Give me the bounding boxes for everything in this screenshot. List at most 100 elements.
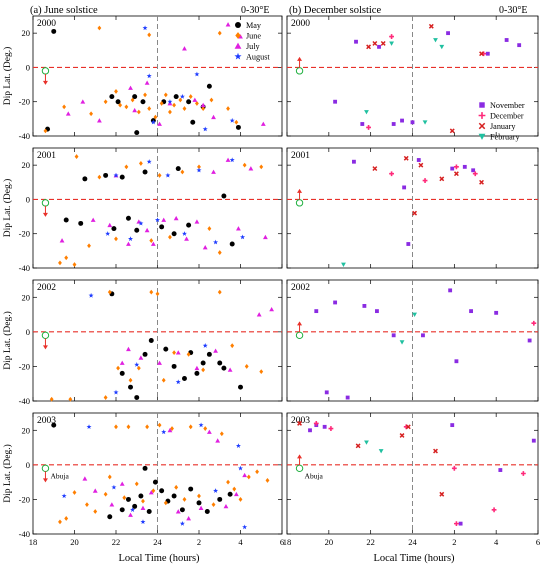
x-tick-label: 4 [238, 537, 243, 547]
data-point-august [242, 524, 248, 530]
data-point-may [125, 215, 131, 221]
x-tick-label: 18 [29, 537, 38, 547]
data-point-november [485, 51, 490, 56]
data-point-july [260, 121, 266, 126]
data-point-june [116, 365, 120, 371]
data-point-july [109, 502, 115, 507]
data-point-january [439, 491, 445, 497]
legend-label-november: November [490, 101, 525, 110]
data-point-june [246, 474, 251, 480]
dip-arrowhead [297, 321, 303, 326]
data-point-december [422, 178, 428, 183]
data-point-june [172, 102, 177, 108]
data-point-may [63, 217, 69, 223]
y-tick-label: 0 [26, 194, 30, 204]
x-tick-label: 20 [325, 537, 334, 547]
data-point-august [229, 117, 235, 123]
data-point-june [255, 469, 260, 475]
data-point-november [377, 44, 381, 49]
data-point-december [366, 125, 371, 130]
data-point-august [194, 71, 200, 77]
data-point-november [308, 428, 312, 433]
data-point-november [504, 38, 509, 42]
data-point-may [221, 193, 227, 199]
data-point-may [196, 500, 202, 506]
data-point-july [161, 217, 167, 222]
data-point-january [380, 40, 386, 46]
data-point-may [238, 384, 243, 390]
data-point-november [446, 31, 450, 36]
data-point-june [186, 351, 191, 357]
data-point-july [238, 34, 243, 39]
data-point-july [128, 512, 133, 517]
legend-label-august: August [246, 53, 270, 62]
data-point-august [142, 25, 148, 31]
x-tick-label: 20 [70, 537, 79, 547]
x-tick-label: 2 [452, 537, 456, 547]
data-point-may [173, 94, 179, 100]
y-tick-label: -40 [19, 263, 30, 273]
data-point-july [136, 219, 142, 224]
data-point-august [128, 236, 134, 241]
data-point-july [213, 348, 218, 353]
data-point-june [114, 89, 118, 94]
data-point-july [215, 438, 221, 443]
data-point-june [217, 250, 222, 255]
legend-marker-november [479, 102, 485, 108]
year-label: 2000 [37, 19, 56, 29]
y-tick-label: -40 [19, 396, 30, 406]
data-point-may [217, 496, 223, 502]
data-point-june [168, 109, 172, 115]
data-point-may [134, 130, 140, 136]
data-point-june [195, 101, 199, 106]
year-label: 2000 [291, 19, 310, 29]
data-point-june [201, 106, 206, 111]
data-point-november [531, 438, 536, 443]
data-point-june [149, 238, 154, 243]
data-point-may [134, 227, 140, 233]
data-point-november [410, 120, 415, 125]
data-point-june [188, 424, 193, 430]
data-point-august [213, 239, 219, 245]
data-point-august [235, 443, 241, 448]
right-xlabel: Local Time (hours) [373, 553, 455, 564]
data-point-december [520, 471, 526, 476]
data-point-august [138, 220, 144, 226]
legend-label-february: February [490, 133, 520, 142]
data-point-june [124, 104, 129, 110]
data-point-june [159, 101, 164, 106]
data-point-november [345, 395, 350, 400]
data-point-january [479, 179, 484, 185]
x-tick-label: 2 [197, 537, 201, 547]
data-point-november [494, 310, 499, 315]
data-point-may [194, 370, 200, 376]
data-point-august [161, 429, 167, 435]
data-point-november [471, 168, 476, 173]
data-point-july [128, 85, 133, 90]
data-point-june [147, 106, 152, 111]
data-point-july [119, 360, 125, 365]
data-point-july [233, 491, 239, 497]
x-tick-label: 22 [112, 537, 121, 547]
data-point-july [198, 505, 204, 510]
station-label: Abuja [50, 471, 69, 480]
left-longitude-label: 0-30°E [241, 5, 269, 16]
data-point-january [433, 448, 438, 454]
y-tick-label: 0 [26, 327, 30, 337]
data-point-may [152, 479, 158, 485]
data-point-november [527, 338, 532, 343]
data-point-may [175, 166, 181, 172]
data-point-may [171, 493, 177, 499]
data-point-june [168, 234, 172, 240]
data-point-july [175, 350, 181, 355]
data-point-july [248, 166, 254, 171]
data-point-may [159, 224, 165, 230]
station-marker [41, 67, 50, 75]
data-point-may [146, 509, 152, 515]
data-point-may [188, 486, 194, 492]
data-point-july [192, 97, 198, 102]
legend-marker-january [478, 122, 486, 130]
